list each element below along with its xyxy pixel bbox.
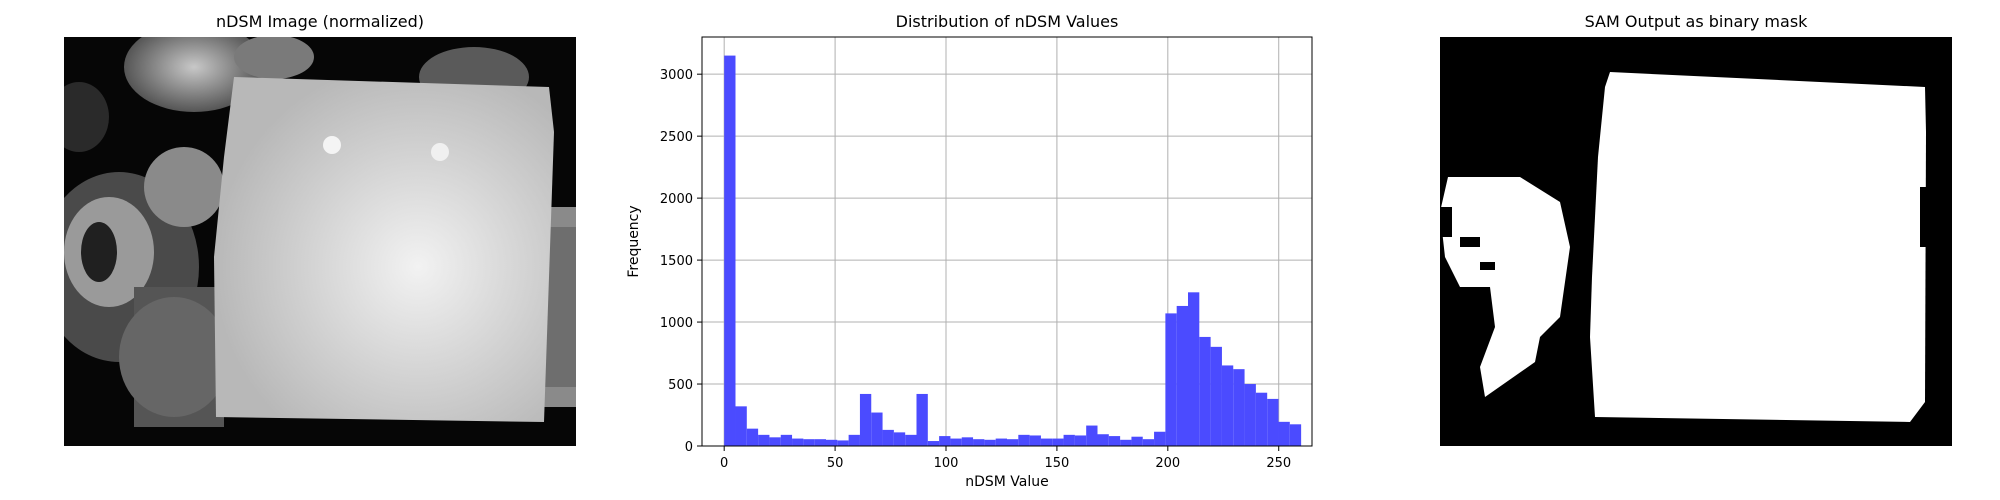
x-tick-label: 200: [1155, 456, 1180, 471]
histogram-chart: 0 50 100 150 200 250 0 500 1000 1500 2000 2500 3000…: [626, 36, 1313, 490]
x-tick-label: 50: [827, 456, 844, 471]
histogram-bar: [848, 434, 860, 446]
x-tick-label: 0: [720, 456, 728, 471]
histogram-bar: [1063, 434, 1075, 446]
histogram-bar: [724, 55, 736, 446]
histogram-bar: [961, 437, 974, 446]
tree-blob: [124, 37, 264, 112]
left-object-mask: [1440, 177, 1570, 397]
histogram-bar: [859, 393, 872, 446]
y-axis-label: Frequency: [626, 205, 642, 277]
grid-lines: [702, 37, 1312, 447]
histogram-bar: [950, 438, 962, 446]
histogram-bar: [882, 429, 894, 446]
histogram-bar: [1131, 436, 1143, 446]
histogram-bar: [1086, 425, 1098, 446]
y-tick-label: 500: [668, 378, 693, 393]
histogram-bar: [973, 439, 985, 446]
histogram-bar: [1233, 369, 1245, 446]
panel-title-ndsm: nDSM Image (normalized): [215, 12, 425, 31]
histogram-bar: [814, 439, 826, 446]
histogram-bar: [1188, 292, 1200, 446]
histogram-bar: [1255, 392, 1268, 446]
building-roof: [214, 77, 554, 422]
histogram-bar: [1007, 439, 1019, 446]
histogram-bar: [746, 428, 759, 446]
histogram-bar: [871, 412, 883, 446]
histogram-bar: [825, 439, 838, 446]
histogram-bar: [905, 434, 917, 446]
histogram-bar: [927, 441, 940, 446]
histogram-bar: [893, 432, 906, 446]
histogram-bar: [1040, 438, 1053, 446]
histogram-bar: [837, 440, 849, 446]
histogram-bar: [1029, 435, 1041, 446]
x-tick-label: 150: [1044, 456, 1069, 471]
histogram-bar: [939, 436, 951, 446]
y-tick-label: 0: [685, 440, 693, 455]
histogram-bars: [724, 55, 1302, 446]
histogram-bar: [735, 406, 747, 446]
histogram-bar: [1244, 384, 1256, 446]
histogram-bar: [1108, 436, 1121, 446]
y-tick-label: 2000: [660, 192, 693, 207]
histogram-bar: [1267, 398, 1279, 446]
histogram-bar: [1142, 439, 1155, 446]
plot-frame: [701, 36, 1313, 447]
histogram-bar: [1018, 434, 1030, 446]
histogram-bar: [1074, 435, 1087, 446]
ndsm-image: [64, 37, 576, 446]
histogram-bar: [769, 437, 781, 446]
y-tick-label: 1500: [660, 254, 693, 269]
sam-binary-mask: [1440, 37, 1952, 446]
histogram-bar: [803, 439, 815, 446]
histogram-bar: [984, 439, 996, 446]
x-tick-label: 100: [934, 456, 959, 471]
histogram-bar: [995, 438, 1007, 446]
histogram-bar: [758, 434, 770, 446]
y-tick-label: 3000: [660, 68, 693, 83]
y-tick-label: 2500: [660, 130, 693, 145]
x-axis-label: nDSM Value: [965, 474, 1049, 490]
histogram-bar: [1097, 434, 1109, 446]
histogram-bar: [780, 434, 793, 446]
histogram-bar: [1221, 365, 1234, 446]
histogram-bar: [1176, 305, 1189, 446]
histogram-bar: [1120, 439, 1132, 446]
histogram-bar: [1165, 313, 1177, 446]
x-tick-label: 250: [1266, 456, 1291, 471]
histogram-bar: [792, 438, 804, 446]
histogram-bar: [1278, 421, 1290, 446]
building-mask: [1590, 72, 1926, 422]
histogram-bar: [1199, 336, 1211, 446]
histogram-bar: [1210, 346, 1222, 446]
histogram-bar: [916, 393, 928, 446]
histogram-bar: [1154, 431, 1166, 446]
x-ticks: 0 50 100 150 200 250: [720, 446, 1291, 471]
y-ticks: 0 500 1000 1500 2000 2500 3000: [660, 68, 702, 455]
panel-title-sam-mask: SAM Output as binary mask: [1584, 12, 1808, 31]
panel-title-histogram: Distribution of nDSM Values: [895, 12, 1119, 31]
histogram-bar: [1052, 438, 1064, 446]
y-tick-label: 1000: [660, 316, 693, 331]
histogram-bar: [1289, 424, 1302, 446]
